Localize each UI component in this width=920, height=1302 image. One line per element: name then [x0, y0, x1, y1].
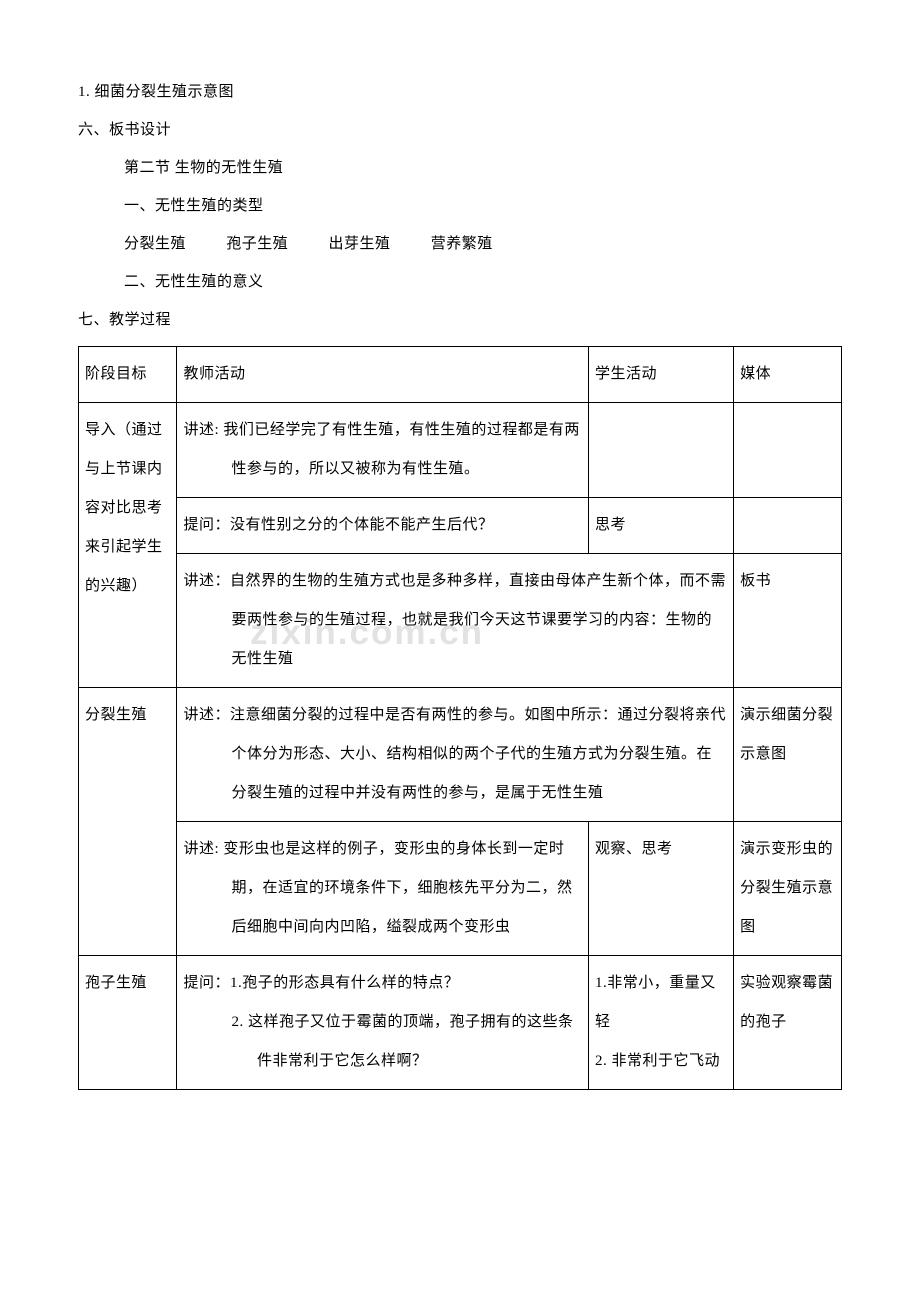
teacher-text: 讲述：注意细菌分裂的过程中是否有两性的参与。如图中所示：通过分裂将亲代个体分为形…: [183, 696, 727, 813]
teacher-text: 提问：1.孢子的形态具有什么样的特点？: [183, 964, 582, 1003]
teacher-cell-wide: 讲述：注意细菌分裂的过程中是否有两性的参与。如图中所示：通过分裂将亲代个体分为形…: [177, 688, 734, 822]
teacher-cell: 提问：1.孢子的形态具有什么样的特点？ 2. 这样孢子又位于霉菌的顶端，孢子拥有…: [177, 956, 589, 1090]
head-teacher: 教师活动: [177, 347, 589, 403]
teacher-cell: 提问：没有性别之分的个体能不能产生后代？: [177, 498, 589, 554]
table-row: 提问：没有性别之分的个体能不能产生后代？ 思考: [79, 498, 842, 554]
type-b: 孢子生殖: [226, 236, 288, 252]
teacher-cell: 讲述: 变形虫也是这样的例子，变形虫的身体长到一定时期，在适宜的环境条件下，细胞…: [177, 822, 589, 956]
teacher-text: 讲述：自然界的生物的生殖方式也是多种多样，直接由母体产生新个体，而不需要两性参与…: [183, 562, 727, 679]
media-cell: [734, 498, 842, 554]
media-cell: 板书: [734, 554, 842, 688]
head-student: 学生活动: [589, 347, 734, 403]
student-text: 2. 非常利于它飞动: [595, 1042, 727, 1081]
stage-cell: 孢子生殖: [79, 956, 177, 1090]
type-d: 营养繁殖: [431, 236, 493, 252]
media-cell: 演示变形虫的分裂生殖示意图: [734, 822, 842, 956]
student-cell: [589, 403, 734, 498]
teacher-text: 提问：没有性别之分的个体能不能产生后代？: [183, 506, 582, 545]
section-6-heading: 六、板书设计: [78, 118, 842, 142]
stage-cell: 分裂生殖: [79, 688, 177, 956]
table-row: 导入（通过与上节课内容对比思考来引起学生的兴趣） 讲述: 我们已经学完了有性生殖…: [79, 403, 842, 498]
media-cell: 实验观察霉菌的孢子: [734, 956, 842, 1090]
student-cell: 观察、思考: [589, 822, 734, 956]
stage-cell: 导入（通过与上节课内容对比思考来引起学生的兴趣）: [79, 403, 177, 688]
student-text: 1.非常小，重量又轻: [595, 964, 727, 1042]
section-7-heading: 七、教学过程: [78, 308, 842, 332]
table-row: 讲述：自然界的生物的生殖方式也是多种多样，直接由母体产生新个体，而不需要两性参与…: [79, 554, 842, 688]
table-row: 孢子生殖 提问：1.孢子的形态具有什么样的特点？ 2. 这样孢子又位于霉菌的顶端…: [79, 956, 842, 1090]
head-stage: 阶段目标: [79, 347, 177, 403]
media-cell: [734, 403, 842, 498]
teacher-text: 讲述: 我们已经学完了有性生殖，有性生殖的过程都是有两性参与的，所以又被称为有性…: [183, 411, 582, 489]
teacher-text: 2. 这样孢子又位于霉菌的顶端，孢子拥有的这些条件非常利于它怎么样啊？: [231, 1003, 582, 1081]
board-subheading-1: 一、无性生殖的类型: [78, 194, 842, 218]
media-cell: 演示细菌分裂示意图: [734, 688, 842, 822]
board-title: 第二节 生物的无性生殖: [78, 156, 842, 180]
board-types: 分裂生殖 孢子生殖 出芽生殖 营养繁殖: [78, 232, 842, 256]
teaching-process-table: 阶段目标 教师活动 学生活动 媒体 导入（通过与上节课内容对比思考来引起学生的兴…: [78, 346, 842, 1090]
table-header-row: 阶段目标 教师活动 学生活动 媒体: [79, 347, 842, 403]
type-c: 出芽生殖: [329, 236, 391, 252]
teacher-text: 讲述: 变形虫也是这样的例子，变形虫的身体长到一定时期，在适宜的环境条件下，细胞…: [183, 830, 582, 947]
list-item-1: 1. 细菌分裂生殖示意图: [78, 80, 842, 104]
student-cell: 1.非常小，重量又轻 2. 非常利于它飞动: [589, 956, 734, 1090]
board-subheading-2: 二、无性生殖的意义: [78, 270, 842, 294]
table-row: 讲述: 变形虫也是这样的例子，变形虫的身体长到一定时期，在适宜的环境条件下，细胞…: [79, 822, 842, 956]
teacher-cell: 讲述: 我们已经学完了有性生殖，有性生殖的过程都是有两性参与的，所以又被称为有性…: [177, 403, 589, 498]
student-cell: 思考: [589, 498, 734, 554]
table-row: 分裂生殖 讲述：注意细菌分裂的过程中是否有两性的参与。如图中所示：通过分裂将亲代…: [79, 688, 842, 822]
head-media: 媒体: [734, 347, 842, 403]
teacher-cell-wide: 讲述：自然界的生物的生殖方式也是多种多样，直接由母体产生新个体，而不需要两性参与…: [177, 554, 734, 688]
type-a: 分裂生殖: [124, 236, 186, 252]
